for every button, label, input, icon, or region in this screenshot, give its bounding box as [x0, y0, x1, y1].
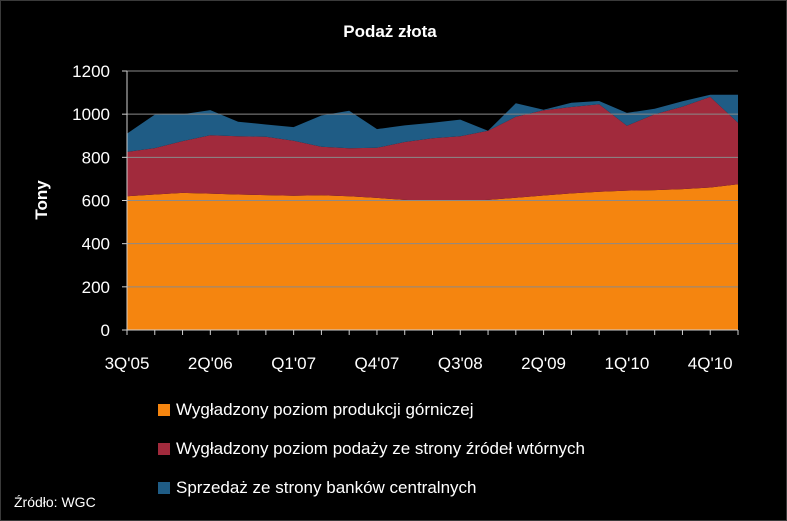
- chart-title: Podaż złota: [343, 22, 437, 41]
- area-series-3: [127, 94, 738, 152]
- x-tick-label: 4Q'10: [688, 354, 733, 373]
- y-tick-label: 400: [82, 235, 110, 254]
- x-tick-label: Q3'08: [438, 354, 483, 373]
- x-tick-label: 1Q'10: [604, 354, 649, 373]
- y-tick-label: 200: [82, 278, 110, 297]
- y-tick-label: 1200: [72, 62, 110, 81]
- y-tick-label: 600: [82, 192, 110, 211]
- plot-area: 0 200 400 600 800 1000 1200 3Q'05 2Q'06 Q1'07 Q4'0…: [72, 62, 739, 373]
- y-tick-label: 1000: [72, 105, 110, 124]
- legend-swatch-1: [158, 404, 170, 416]
- legend-entry-3: Sprzedaż ze strony banków centralnych: [176, 478, 477, 497]
- area-series-1: [127, 184, 738, 330]
- legend-swatch-3: [158, 482, 170, 494]
- legend: Wygładzony poziom produkcji górniczej Wyg…: [158, 400, 585, 497]
- x-tick-label: 3Q'05: [105, 354, 150, 373]
- legend-entry-1: Wygładzony poziom produkcji górniczej: [176, 400, 473, 419]
- x-tick-label: 2Q'09: [521, 354, 566, 373]
- y-axis-label: Tony: [32, 180, 51, 220]
- x-tick-label: Q1'07: [271, 354, 316, 373]
- legend-swatch-2: [158, 443, 170, 455]
- x-tick-label: 2Q'06: [188, 354, 233, 373]
- legend-entry-2: Wygładzony poziom podaży ze strony źróde…: [176, 439, 585, 458]
- source-label: Źródło: WGC: [14, 494, 96, 510]
- area-series-2: [127, 96, 738, 201]
- x-tick-label: Q4'07: [355, 354, 400, 373]
- y-tick-label: 800: [82, 148, 110, 167]
- y-tick-label: 0: [101, 321, 110, 340]
